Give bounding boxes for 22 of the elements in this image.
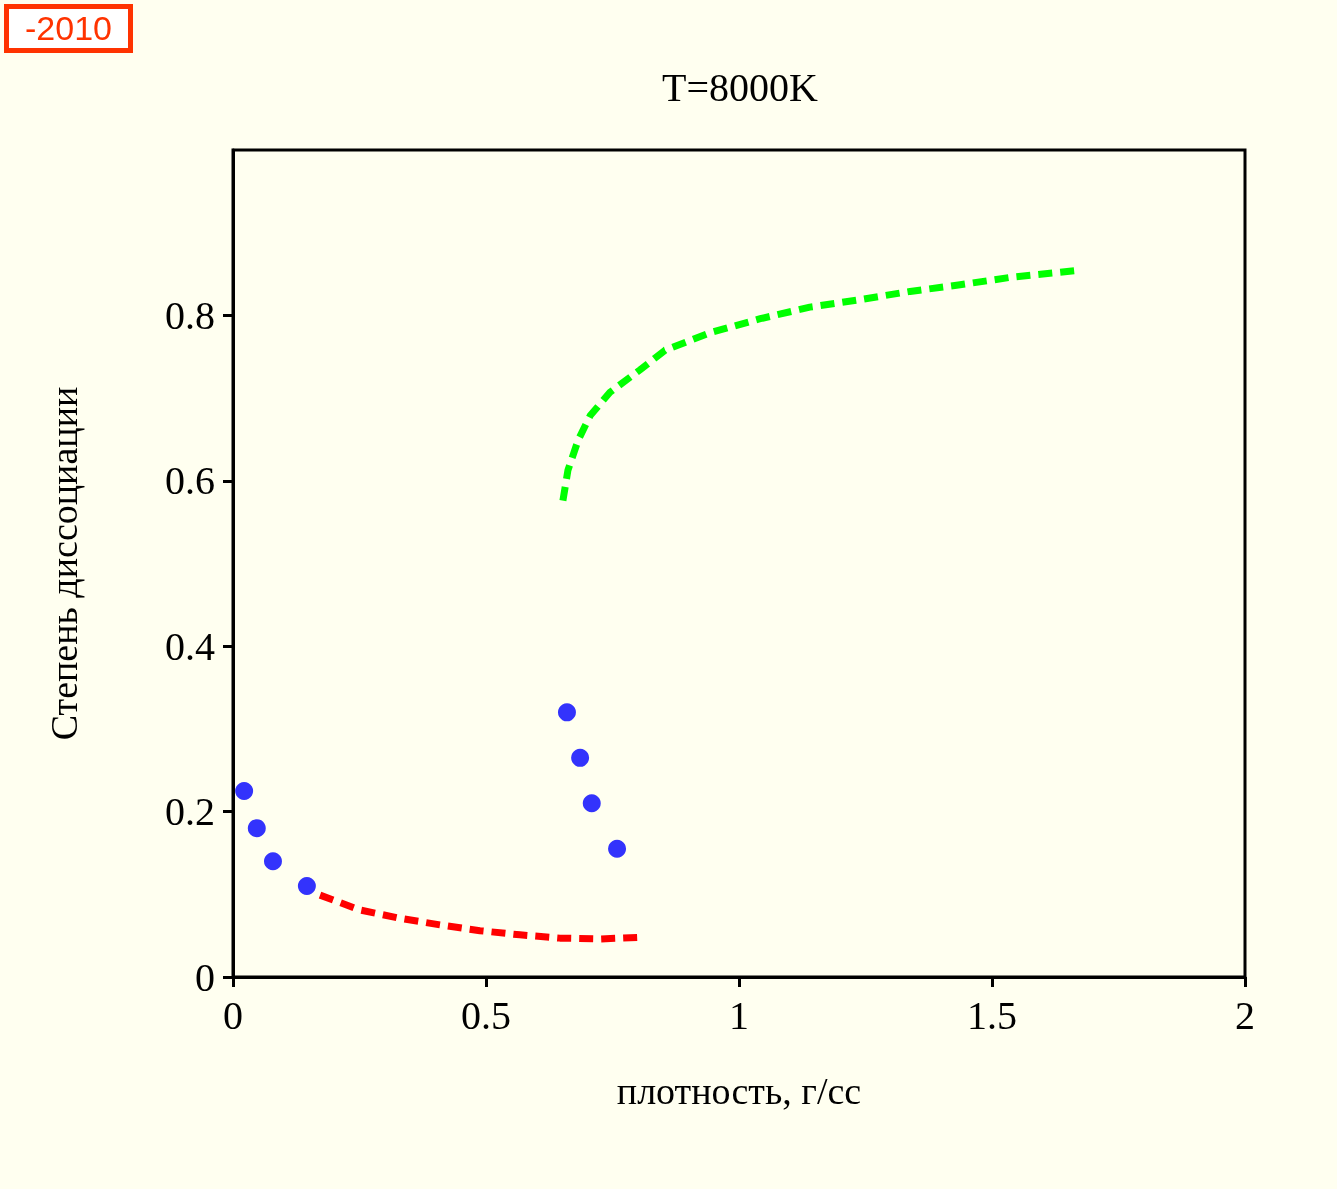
y-axis-title: Степень диссоциации [43, 386, 85, 741]
x-tick-label: 1.5 [967, 992, 1017, 1038]
y-tick-label: 0.6 [165, 458, 215, 504]
y-tick-label: 0.8 [165, 292, 215, 338]
x-tick-label: 0 [223, 992, 243, 1038]
x-tick-label: 0.5 [461, 992, 511, 1038]
point [263, 852, 282, 871]
point [571, 748, 590, 767]
y-tick-label: 0.2 [165, 789, 215, 835]
x-tick-label: 2 [1235, 992, 1255, 1038]
point [582, 794, 601, 813]
point [297, 877, 316, 896]
point [247, 819, 266, 838]
x-tick-label: 1 [729, 992, 749, 1038]
text: -2010 [4, 4, 133, 53]
point [557, 703, 576, 722]
x-axis-title: плотность, г/сс [616, 1070, 862, 1112]
y-tick-label: 0.4 [165, 623, 215, 669]
chart-title: T=8000K [662, 64, 819, 110]
point [608, 839, 627, 858]
y-tick-label: 0 [195, 954, 215, 1000]
point [235, 781, 254, 800]
